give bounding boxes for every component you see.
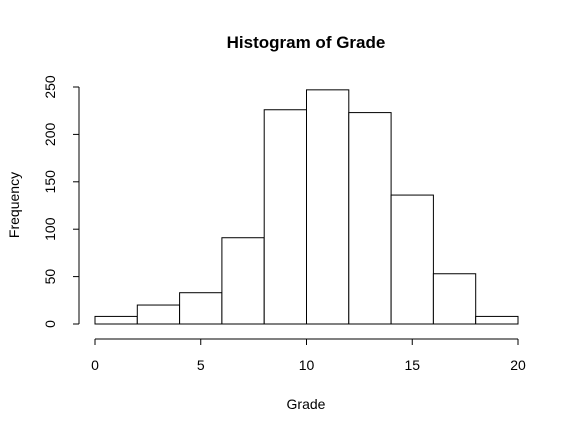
histogram-bar-7	[390, 194, 434, 325]
histogram-bar-6	[348, 112, 392, 325]
histogram-bar-5	[306, 89, 350, 325]
chart-title: Histogram of Grade	[227, 33, 386, 52]
histogram-bar-1	[136, 304, 181, 325]
y-tick-label-0: 0	[42, 320, 58, 328]
y-tick-label-200: 200	[42, 123, 58, 147]
x-axis-label: Grade	[287, 396, 326, 412]
histogram-bar-2	[179, 292, 223, 325]
y-tick-label-100: 100	[42, 217, 58, 241]
histogram-bars	[94, 89, 519, 325]
y-tick-label-50: 50	[42, 269, 58, 285]
y-axis: 0 50 100 150 200 250	[42, 75, 80, 328]
histogram-bar-4	[263, 109, 308, 325]
x-tick-label-20: 20	[510, 357, 526, 373]
histogram-bar-8	[432, 273, 477, 325]
histogram-bar-0	[94, 315, 138, 325]
x-tick-label-5: 5	[197, 357, 205, 373]
y-axis-label: Frequency	[6, 172, 22, 238]
histogram-bar-9	[475, 315, 519, 325]
x-tick-label-0: 0	[91, 357, 99, 373]
x-axis: 0 5 10 15 20	[91, 338, 526, 373]
x-tick-label-15: 15	[404, 357, 420, 373]
histogram-bar-3	[221, 237, 265, 325]
y-tick-label-250: 250	[42, 75, 58, 99]
x-tick-label-10: 10	[299, 357, 315, 373]
y-tick-label-150: 150	[42, 170, 58, 194]
